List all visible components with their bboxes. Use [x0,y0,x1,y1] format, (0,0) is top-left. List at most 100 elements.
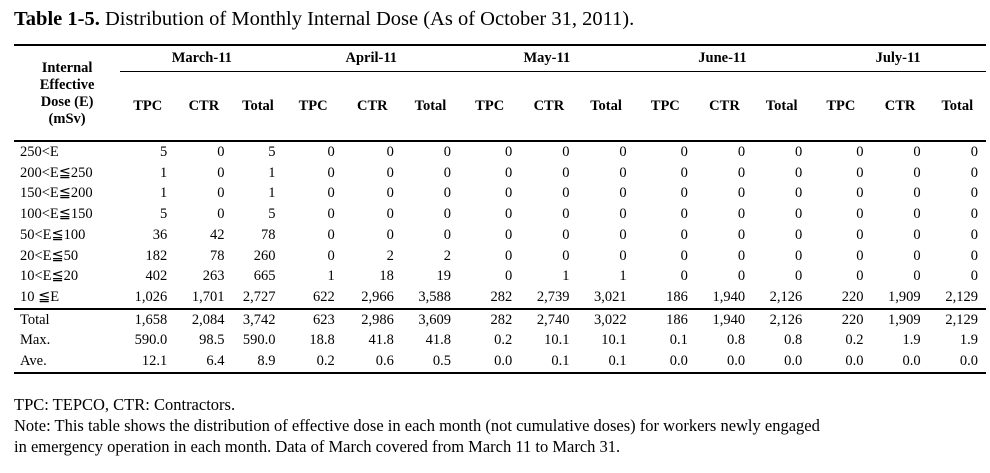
table-cell: 0 [856,247,864,264]
note-line-2: in emergency operation in each month. Da… [14,437,621,456]
table-cell: 590.0 [134,332,168,349]
table-cell: 0 [386,226,394,243]
table-cell: 3,022 [577,307,635,331]
row-label: 10 ≦E [20,288,60,305]
row-label: Max. [20,332,51,349]
table-row: 20<E≦50 182 78 260 0 2 2 0 0 0 0 0 0 0 0 0 [14,246,986,267]
table-cell: 0.5 [401,351,460,374]
month-header-july: July-11 [810,44,986,73]
caption-text: Distribution of Monthly Internal Dose (A… [99,8,635,30]
table-cell: 2,986 [342,307,402,331]
table-cell: 3,609 [401,307,460,331]
table-cell: 0 [737,268,746,285]
table-row: 200<E≦250 1 0 1 0 0 0 0 0 0 0 0 0 0 0 0 [14,163,986,184]
table-cell: 2 [386,247,394,264]
table-cell: 0 [505,164,513,181]
table-cell: 260 [253,247,276,264]
month-header-march: March-11 [120,44,284,73]
table-cell: 0 [680,164,688,181]
table-cell: 19 [436,268,452,285]
table-cell: 220 [810,307,872,331]
table-cell: 182 [145,247,168,264]
table-cell: 0 [856,185,864,202]
table-cell: 0 [970,268,978,285]
row-label: 50<E≦100 [20,226,86,243]
table-cell: 0.8 [726,332,746,349]
table-cell: 0 [443,226,452,243]
table-cell: 282 [459,307,521,331]
table-cell: 0 [217,164,225,181]
table-cell: 0 [795,144,803,160]
table-cell: 8.9 [232,351,284,374]
table-cell: 1,909 [888,288,921,305]
caption-number: Table 1-5. [14,8,100,30]
table-cell: 0.0 [871,351,929,374]
row-label: 150<E≦200 [20,185,93,202]
table-cell: 0 [913,185,921,202]
table-cell: 2,740 [520,307,578,331]
table-cell: 3,588 [418,288,452,305]
table-cell: 2,126 [769,288,803,305]
table-cell: 0 [970,226,978,243]
table-cell: 0 [562,164,570,181]
table-cell: 2,966 [361,288,394,305]
table-cell: 0 [737,226,746,243]
table-cell: 0 [505,206,513,223]
table-cell: 0 [386,144,394,160]
subcolumn-header-tpc: TPC [459,71,521,143]
table-cell: 0 [680,247,688,264]
table-cell: 1,026 [134,288,168,305]
table-cell: 6.4 [175,351,233,374]
table-cell: 0.0 [634,351,696,374]
month-header-row: Internal Effective Dose (E) (mSv) March-… [14,44,986,142]
table-cell: 42 [209,226,225,243]
table-cell: 0 [970,164,978,181]
table-cell: 0 [795,268,803,285]
table-cell: 0 [619,247,627,264]
month-header-may: May-11 [459,44,635,73]
table-cell: 0 [680,144,688,160]
subcolumn-header-tpc: TPC [120,71,176,143]
table-cell: 0 [386,185,394,202]
table-cell: 3,021 [594,288,627,305]
table-cell: 0 [970,206,978,223]
table-cell: 0 [443,206,452,223]
table-cell: 41.8 [368,332,394,349]
table-cell: 186 [634,307,696,331]
table-cell: 0.0 [459,351,521,374]
dose-column-header: Internal Effective Dose (E) (mSv) [14,44,121,142]
table-cell: 0 [443,185,452,202]
table-cell: 0 [505,268,513,285]
table-cell: 0 [913,164,921,181]
table-cell: 590.0 [242,332,276,349]
table-cell: 5 [268,206,276,223]
table-cell: 0.1 [669,332,688,349]
table-cell: 2,739 [536,288,570,305]
table-cell: 1 [562,268,570,285]
table-cell: 0 [562,144,570,160]
table-row: 10 ≦E 1,026 1,701 2,727 622 2,966 3,588 282 2,73… [14,287,986,309]
table-cell: 0 [217,144,225,160]
table-row: Max. 590.0 98.5 590.0 18.8 41.8 41.8 0.2 10.1 10.… [14,330,986,351]
table-cell: 1,940 [712,288,746,305]
table-cell: 0.0 [928,351,986,374]
table-cell: 0.6 [342,351,402,374]
legend-note: TPC: TEPCO, CTR: Contractors. [14,395,236,414]
table-cell: 3,742 [232,307,284,331]
table-cell: 98.5 [199,332,225,349]
table-cell: 0 [505,226,513,243]
subcolumn-header-row: TPC CTR Total TPC CTR Total TPC CTR Total TPC CTR T… [14,71,986,143]
table-row: 100<E≦150 5 0 5 0 0 0 0 0 0 0 0 0 0 0 0 [14,204,986,225]
table-cell: 36 [152,226,168,243]
table-cell: 1,701 [191,288,225,305]
table-cell: 220 [841,288,864,305]
table-cell: 0 [795,164,803,181]
table-cell: 1 [327,268,335,285]
table-cell: 0 [737,247,746,264]
table-cell: 0 [970,185,978,202]
table-cell: 0 [505,185,513,202]
table-cell: 0 [913,144,921,160]
table-row: 10<E≦20 402 263 665 1 18 19 0 1 1 0 0 0 0 0 0 [14,266,986,287]
table-cell: 0 [737,164,746,181]
table-cell: 5 [268,144,276,160]
